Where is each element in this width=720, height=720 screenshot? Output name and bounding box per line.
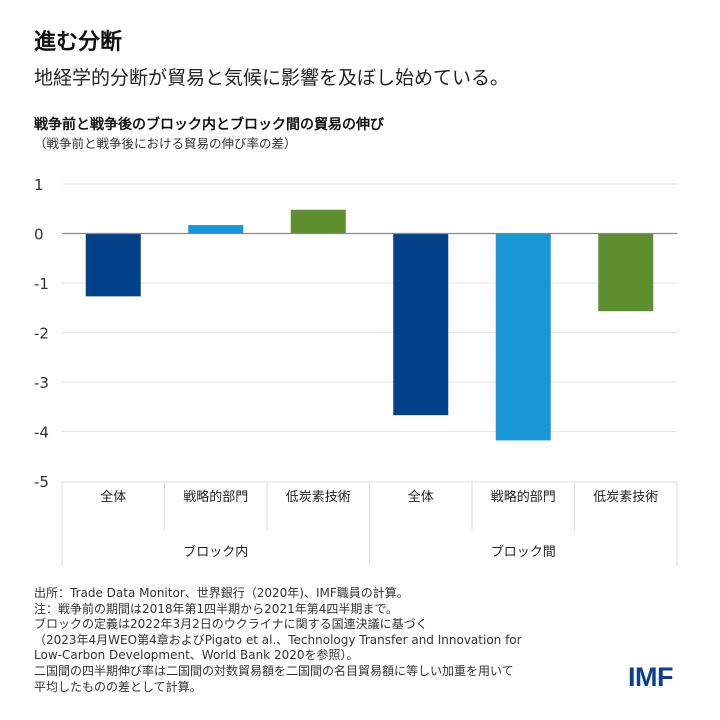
y-tick-label: -1 xyxy=(34,275,49,293)
note-line: 出所：Trade Data Monitor、世界銀行（2020年)、IMF職員の… xyxy=(34,586,409,600)
y-tick-label: 1 xyxy=(34,176,44,194)
y-tick-label: 0 xyxy=(34,226,44,244)
x-tick-label: 戦略的部門 xyxy=(183,489,248,505)
chart-title: 戦争前と戦争後のブロック内とブロック間の貿易の伸び xyxy=(34,117,384,133)
bar xyxy=(393,233,449,416)
note-line: Low-Carbon Development、World Bank 2020を参… xyxy=(34,648,359,663)
bar xyxy=(495,233,551,441)
bar xyxy=(85,233,141,297)
group-label: ブロック内 xyxy=(183,544,248,560)
bar xyxy=(598,233,654,312)
y-tick-label: -4 xyxy=(34,424,49,442)
x-tick-label: 全体 xyxy=(100,489,126,505)
page-title: 進む分断 xyxy=(34,30,123,55)
group-label: ブロック間 xyxy=(491,544,556,560)
note-line: （2023年4月WEO第4章およびPigato et al.、Technolog… xyxy=(34,632,522,647)
imf-logo: IMF xyxy=(628,662,674,692)
source-notes: 出所：Trade Data Monitor、世界銀行（2020年)、IMF職員の… xyxy=(34,586,522,695)
x-tick-label: 低炭素技術 xyxy=(593,490,658,505)
x-tick-label: 低炭素技術 xyxy=(286,490,351,505)
note-line: 二国間の四半期伸び率は二国間の対数貿易額を二国間の名目貿易額に等しい加重を用いて xyxy=(34,663,514,678)
note-line: 注：戦争前の期間は2018年第1四半期から2021年第4四半期まで。 xyxy=(34,601,398,616)
y-tick-label: -3 xyxy=(34,374,49,392)
y-tick-label: -5 xyxy=(34,473,49,491)
x-tick-label: 全体 xyxy=(408,489,434,505)
bar xyxy=(188,225,244,234)
page-subtitle: 地経学的分断が貿易と気候に影響を及ぼし始めている。 xyxy=(34,67,510,89)
note-line: ブロックの定義は2022年3月2日のウクライナに関する国連決議に基づく xyxy=(34,617,428,632)
chart-subtitle: （戦争前と戦争後における貿易の伸び率の差） xyxy=(34,136,297,151)
bar xyxy=(290,209,346,234)
note-line: 平均したものの差として計算。 xyxy=(34,679,202,694)
y-tick-label: -2 xyxy=(34,325,49,343)
x-tick-label: 戦略的部門 xyxy=(491,489,556,505)
